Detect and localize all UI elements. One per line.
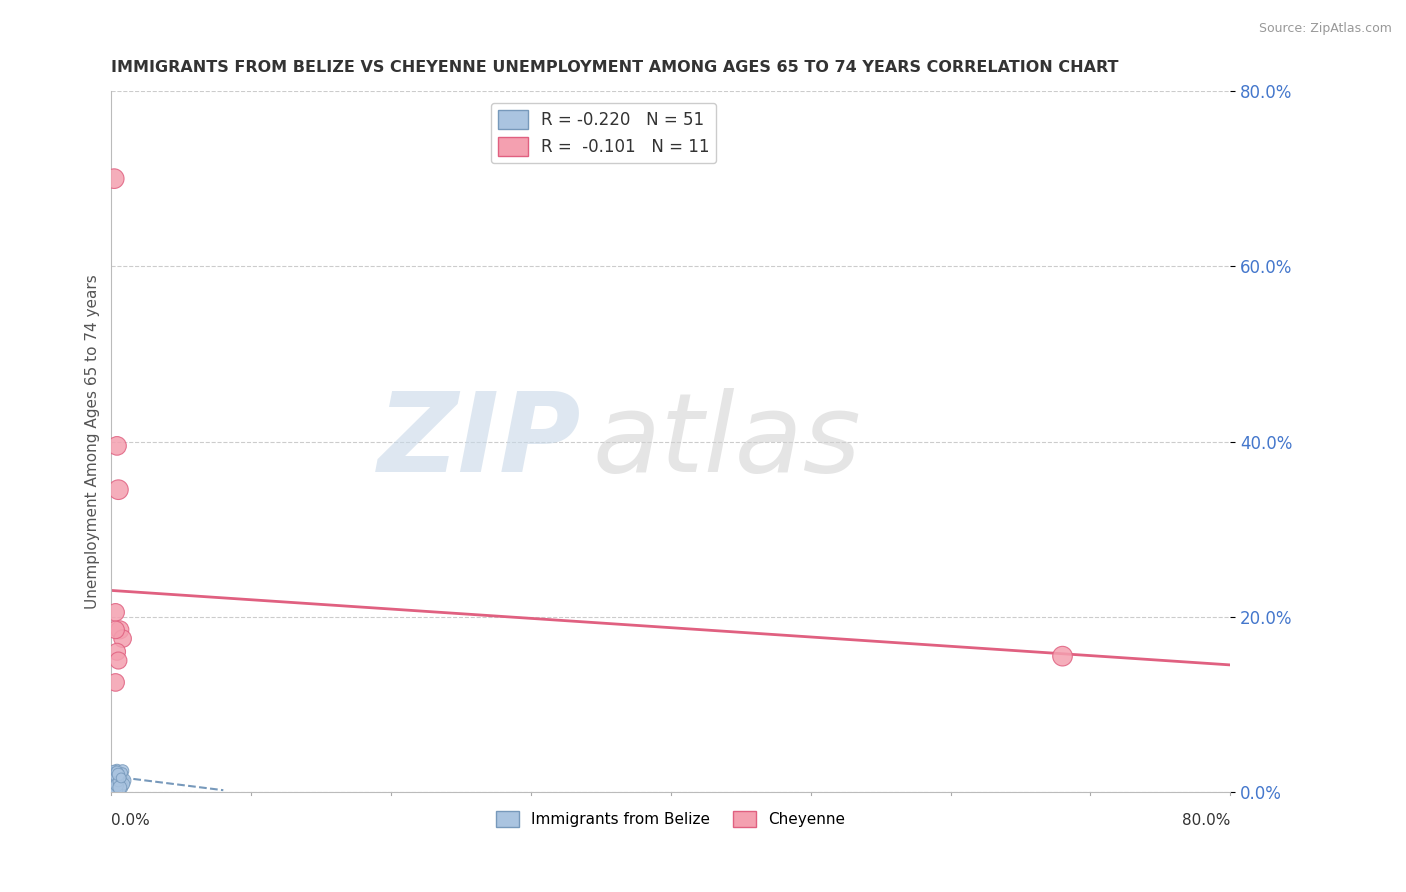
Point [105, 778, 128, 792]
Point [107, 767, 129, 781]
Point [110, 780, 132, 794]
Point [111, 765, 134, 780]
Point [1052, 649, 1074, 664]
Point [107, 654, 129, 668]
Point [105, 780, 128, 794]
Point [112, 773, 135, 788]
Point [107, 483, 129, 497]
Point [105, 766, 128, 780]
Point [104, 783, 127, 797]
Point [107, 774, 129, 789]
Text: IMMIGRANTS FROM BELIZE VS CHEYENNE UNEMPLOYMENT AMONG AGES 65 TO 74 YEARS CORREL: IMMIGRANTS FROM BELIZE VS CHEYENNE UNEMP… [111, 60, 1119, 75]
Point [103, 778, 125, 792]
Point [104, 772, 127, 786]
Point [103, 171, 125, 186]
Point [111, 764, 134, 778]
Point [104, 675, 127, 690]
Point [104, 779, 127, 793]
Point [108, 779, 131, 793]
Point [104, 623, 127, 637]
Point [101, 782, 124, 797]
Point [111, 632, 134, 646]
Point [107, 772, 129, 787]
Point [105, 645, 128, 659]
Point [108, 772, 131, 786]
Point [105, 776, 128, 790]
Point [108, 623, 131, 637]
Point [110, 777, 132, 791]
Point [104, 770, 127, 784]
Point [103, 768, 125, 782]
Point [103, 767, 125, 781]
Text: ZIP: ZIP [378, 388, 581, 495]
Point [104, 772, 127, 787]
Point [104, 605, 127, 619]
Point [105, 763, 128, 777]
Point [110, 771, 132, 785]
Point [103, 764, 125, 779]
Point [101, 780, 124, 795]
Point [101, 781, 124, 796]
Point [108, 776, 131, 790]
Point [107, 765, 129, 780]
Point [108, 780, 131, 795]
Legend: Immigrants from Belize, Cheyenne: Immigrants from Belize, Cheyenne [491, 805, 852, 833]
Point [105, 439, 128, 453]
Point [103, 773, 125, 788]
Point [101, 783, 124, 797]
Text: 0.0%: 0.0% [111, 813, 150, 828]
Point [112, 777, 135, 791]
Point [107, 775, 129, 789]
Point [107, 771, 129, 785]
Point [104, 774, 127, 789]
Text: 80.0%: 80.0% [1182, 813, 1230, 828]
Point [104, 784, 127, 798]
Point [105, 764, 128, 779]
Point [108, 771, 131, 785]
Y-axis label: Unemployment Among Ages 65 to 74 years: Unemployment Among Ages 65 to 74 years [86, 274, 100, 609]
Text: atlas: atlas [592, 388, 862, 495]
Point [103, 774, 125, 789]
Point [105, 769, 128, 783]
Point [105, 769, 128, 783]
Point [104, 782, 127, 797]
Text: Source: ZipAtlas.com: Source: ZipAtlas.com [1258, 22, 1392, 36]
Point [104, 767, 127, 781]
Point [107, 781, 129, 796]
Point [107, 780, 129, 795]
Point [110, 768, 132, 782]
Point [105, 778, 128, 792]
Point [103, 770, 125, 784]
Point [111, 775, 134, 789]
